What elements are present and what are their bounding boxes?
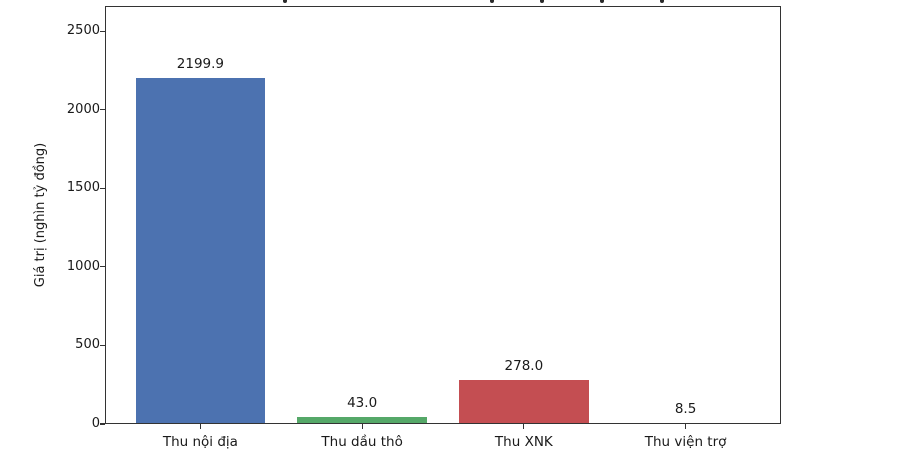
y-axis-tick-label: 2000 [66, 101, 100, 117]
bar-1 [135, 78, 266, 424]
y-axis-tick-label: 1500 [66, 180, 100, 196]
y-axis-tick-label: 0 [91, 416, 100, 431]
bar-value-label-3: 278.0 [504, 358, 544, 375]
bar-value-label-2: 43.0 [347, 395, 378, 412]
clipped-title-fragment [283, 0, 287, 3]
bar-value-label-4: 8.5 [674, 400, 697, 417]
bar-3 [459, 380, 589, 424]
y-axis-tick-label: 1000 [66, 258, 100, 274]
y-axis-tick-label: 2500 [66, 23, 100, 39]
x-axis-tick [361, 424, 363, 429]
y-axis-tick [100, 344, 105, 347]
y-axis-tick [100, 109, 105, 111]
x-axis-tick [523, 424, 525, 429]
y-axis-tick [100, 266, 105, 268]
clipped-title-fragment [660, 0, 664, 3]
x-axis-category-label: Thu XNK [494, 434, 553, 450]
clipped-title-fragment [490, 0, 494, 3]
y-axis-tick [100, 423, 105, 425]
y-axis-tick [100, 187, 105, 189]
y-axis-tick [100, 30, 105, 32]
clipped-title-fragment [540, 0, 544, 3]
x-axis-tick [684, 424, 687, 429]
x-axis-tick [199, 424, 201, 429]
y-axis-title: Giá trị (nghìn tỷ đồng) [33, 142, 48, 288]
x-axis-category-label: Thu dầu thô [321, 434, 403, 450]
bar-2 [297, 417, 427, 424]
x-axis-category-label: Thu viện trợ [644, 434, 727, 450]
bar-value-label-1: 2199.9 [176, 56, 225, 73]
y-axis-tick-label: 500 [75, 337, 100, 353]
x-axis-category-label: Thu nội địa [162, 434, 238, 450]
clipped-title-fragment [600, 0, 604, 3]
